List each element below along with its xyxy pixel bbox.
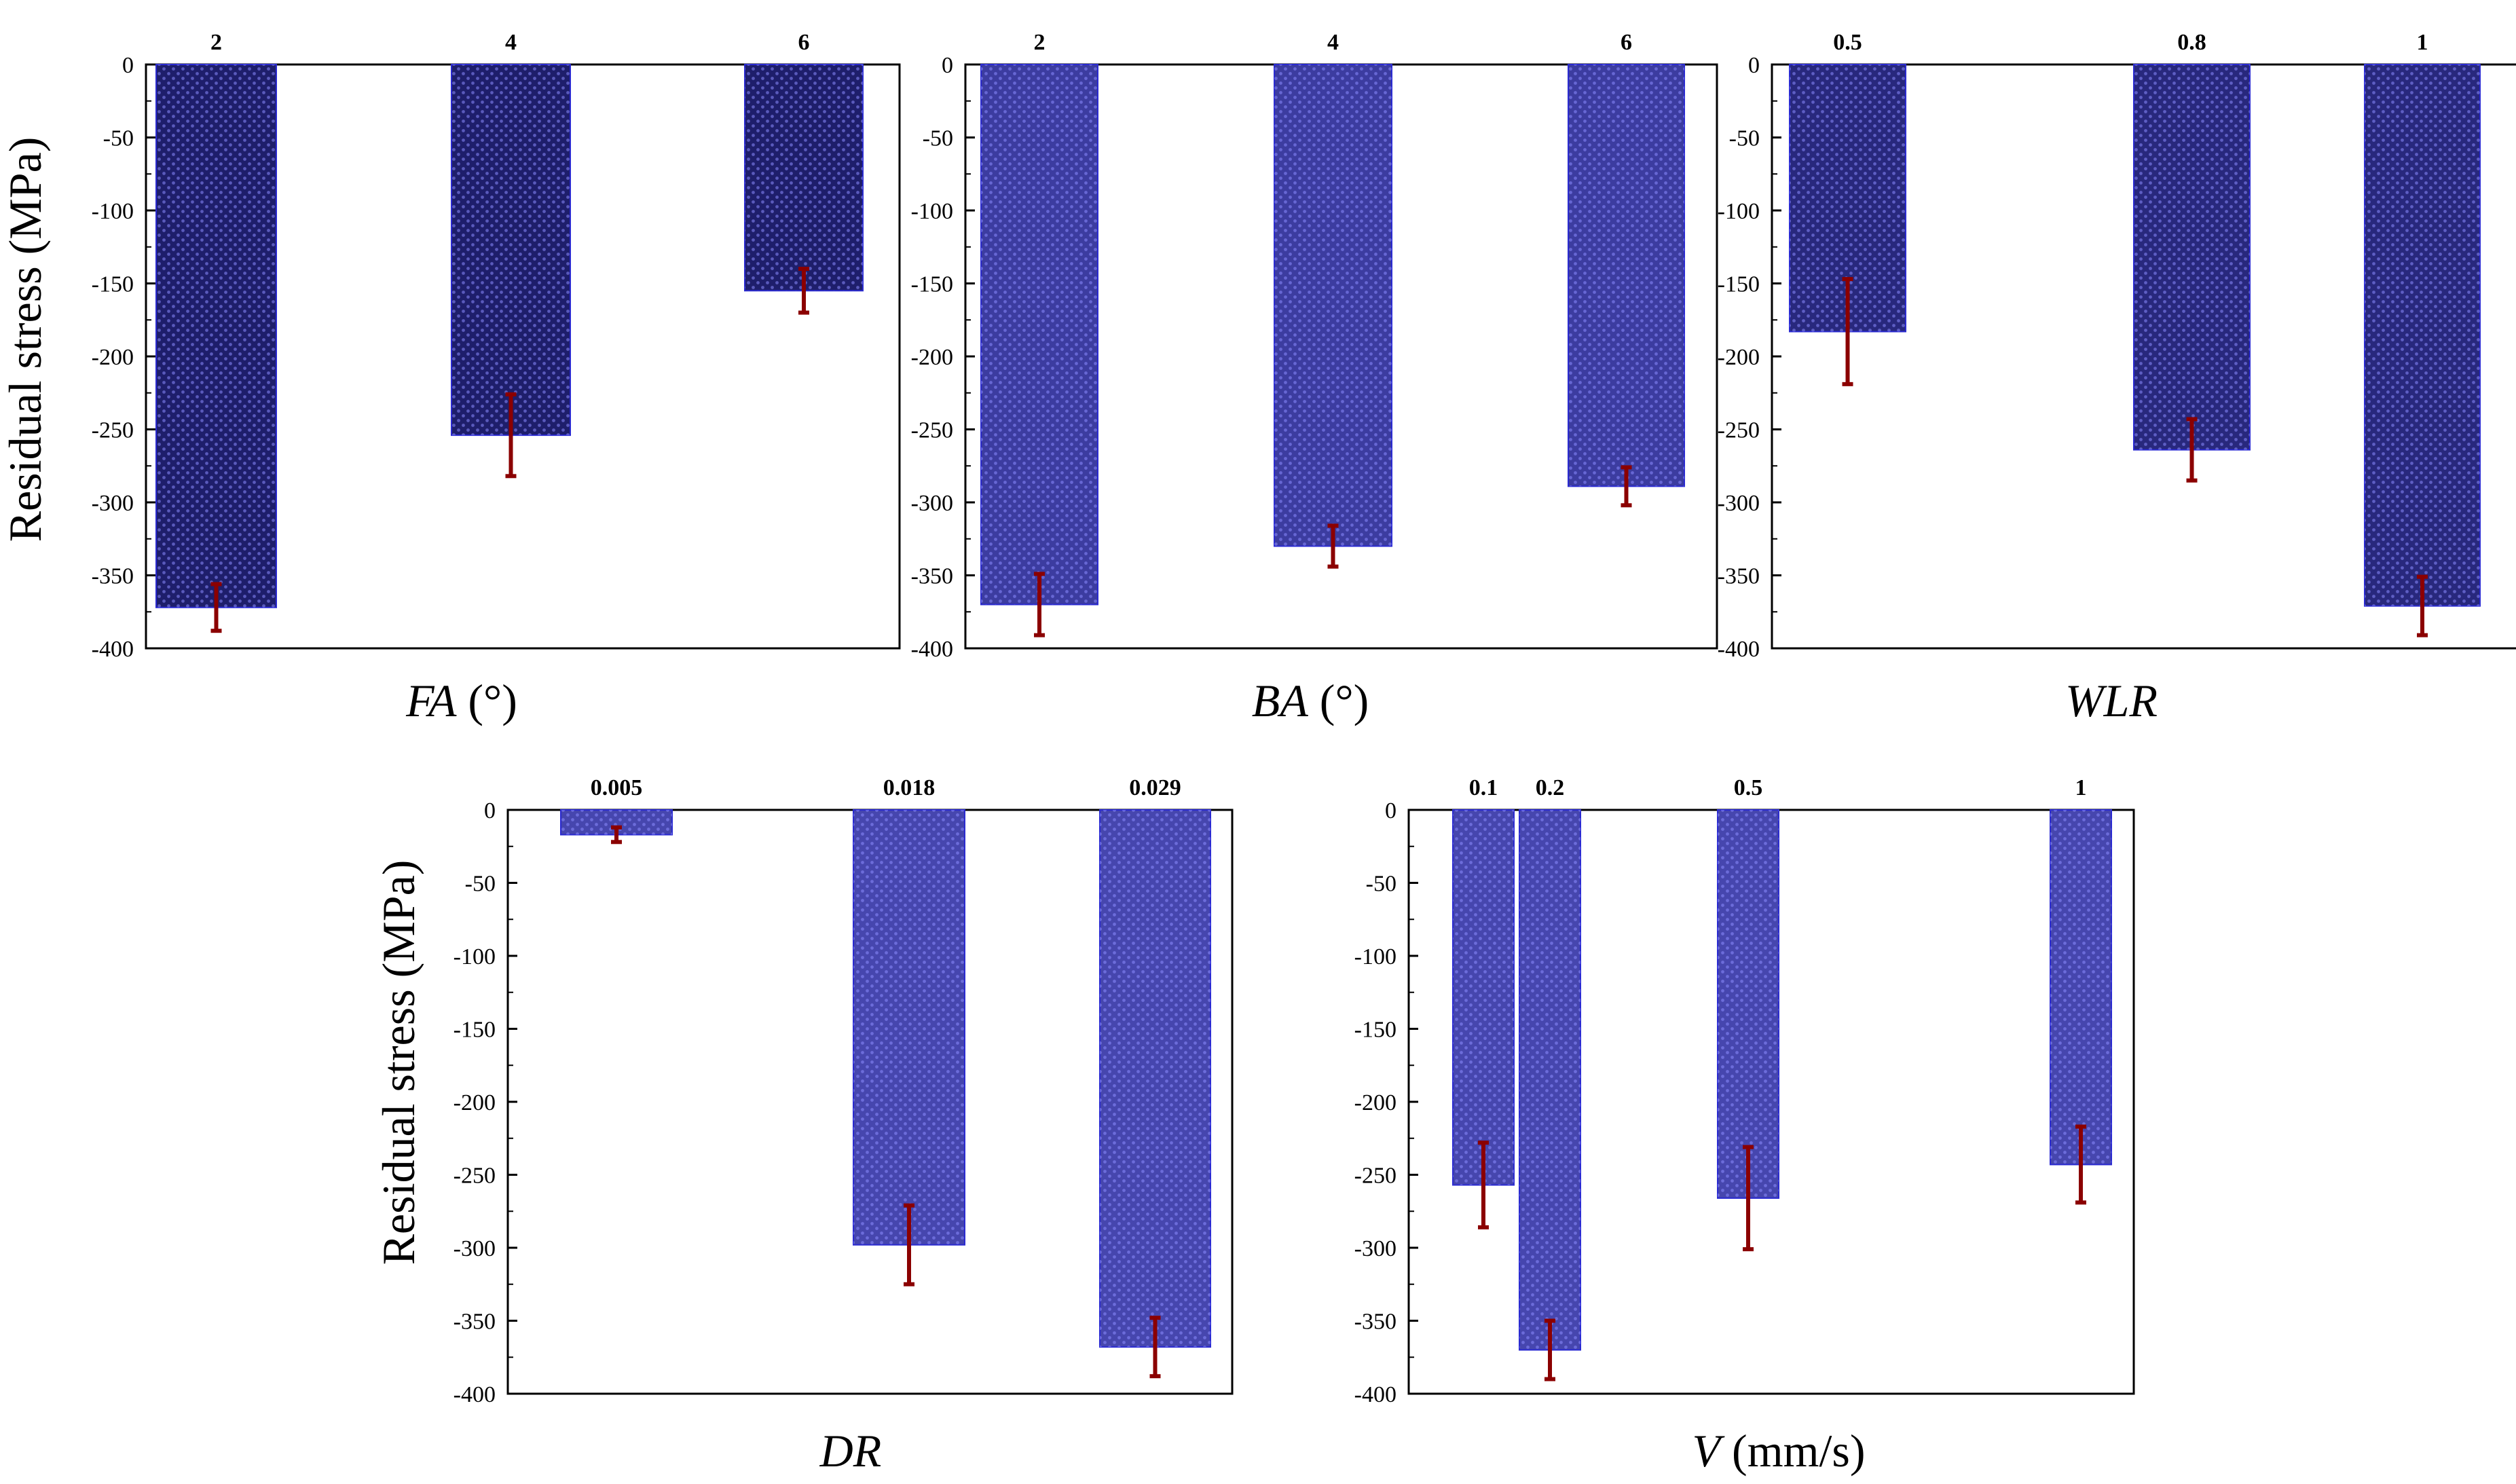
bar-pattern (745, 64, 863, 291)
y-tick-label: 0 (122, 53, 134, 78)
category-label: 0.5 (1734, 775, 1763, 800)
y-tick-label: -100 (454, 944, 496, 969)
y-tick-label: -350 (1718, 564, 1760, 589)
category-label: 4 (1327, 30, 1339, 55)
chart-panel-1: 0 -50 -100 -150 -200 -250 -300 -350 -400 2 4 6 FA (°… (0, 30, 901, 726)
x-axis-symbol: FA (405, 675, 457, 726)
category-label: 1 (2075, 775, 2087, 800)
bar-pattern (1568, 64, 1684, 487)
y-tick-label: -400 (1718, 637, 1760, 662)
bar-pattern (981, 64, 1098, 605)
category-label: 6 (798, 30, 810, 55)
bar-pattern (156, 64, 276, 608)
category-label: 6 (1621, 30, 1632, 55)
y-axis-label: Residual stress (MPa) (373, 860, 424, 1265)
y-tick-label: -50 (1366, 872, 1396, 897)
y-tick-label: -150 (1354, 1018, 1396, 1043)
y-tick-label: -100 (1354, 944, 1396, 969)
y-tick-label: -350 (911, 564, 953, 589)
x-axis-label: WLR (2065, 675, 2158, 726)
y-tick-label: -150 (454, 1018, 496, 1043)
y-tick-label: -200 (1718, 345, 1760, 370)
x-axis-label: FA (°) (405, 675, 517, 726)
x-axis-symbol: V (1692, 1425, 1726, 1477)
y-tick-label: -300 (454, 1236, 496, 1261)
y-tick-label: -300 (1354, 1236, 1396, 1261)
y-tick-label: -250 (1718, 418, 1760, 443)
chart-panel-2: 0 -50 -100 -150 -200 -250 -300 -350 -400 2 4 6 BA (°… (911, 30, 1718, 726)
y-tick-label: -50 (923, 126, 953, 151)
y-tick-label: -150 (92, 272, 134, 297)
category-label: 0.005 (591, 775, 643, 800)
bar-pattern (2050, 810, 2111, 1165)
chart-panel-4: 0 -50 -100 -150 -200 -250 -300 -350 -400 0.005 0.0… (373, 775, 1234, 1477)
bar-pattern (1519, 810, 1580, 1350)
bar-pattern (2365, 64, 2480, 606)
category-label: 0.1 (1469, 775, 1498, 800)
y-tick-label: 0 (942, 53, 953, 78)
x-axis-symbol: WLR (2065, 675, 2158, 726)
y-tick-label: -400 (911, 637, 953, 662)
y-tick-label: -100 (911, 199, 953, 224)
y-tick-label: -350 (1354, 1310, 1396, 1335)
bar-pattern (1100, 810, 1210, 1348)
bar-pattern (853, 810, 965, 1245)
bar-pattern (1274, 64, 1392, 546)
x-axis-label: BA (°) (1252, 675, 1369, 726)
y-tick-label: -150 (1718, 272, 1760, 297)
y-tick-label: -350 (92, 564, 134, 589)
y-tick-label: -50 (1729, 126, 1760, 151)
y-tick-label: -200 (92, 345, 134, 370)
y-tick-label: -250 (911, 418, 953, 443)
y-tick-label: -200 (454, 1090, 496, 1115)
y-tick-label: -250 (92, 418, 134, 443)
bar-pattern (1453, 810, 1514, 1185)
y-tick-label: -400 (454, 1382, 496, 1407)
y-tick-label: -200 (1354, 1090, 1396, 1115)
category-label: 2 (210, 30, 222, 55)
y-tick-label: -300 (1718, 491, 1760, 516)
y-tick-label: -350 (454, 1310, 496, 1335)
category-label: 4 (505, 30, 517, 55)
y-tick-label: -100 (92, 199, 134, 224)
category-label: 0.029 (1129, 775, 1181, 800)
y-tick-label: -50 (465, 872, 496, 897)
x-axis-symbol: DR (819, 1425, 882, 1477)
y-tick-label: -50 (103, 126, 134, 151)
y-tick-label: -300 (92, 491, 134, 516)
x-axis-label: DR (819, 1425, 882, 1477)
chart-panel-3: 0 -50 -100 -150 -200 -250 -300 -350 -400 0.5 0.8 1 W… (1718, 30, 2516, 726)
y-axis-label: Residual stress (MPa) (0, 137, 51, 542)
y-tick-label: 0 (484, 798, 496, 823)
category-label: 0.8 (2177, 30, 2206, 55)
x-axis-unit: (mm/s) (1720, 1425, 1865, 1477)
y-tick-label: 0 (1385, 798, 1396, 823)
category-label: 0.2 (1536, 775, 1565, 800)
category-label: 2 (1034, 30, 1046, 55)
category-label: 1 (2417, 30, 2428, 55)
x-axis-unit: (°) (1308, 675, 1369, 726)
x-axis-unit: (°) (456, 675, 517, 726)
bar-pattern (451, 64, 570, 436)
y-tick-label: -400 (1354, 1382, 1396, 1407)
category-label: 0.5 (1833, 30, 1862, 55)
y-tick-label: -250 (1354, 1164, 1396, 1189)
bar-pattern (1718, 810, 1779, 1198)
y-tick-label: -150 (911, 272, 953, 297)
x-axis-label: V (mm/s) (1692, 1425, 1866, 1477)
category-label: 0.018 (883, 775, 936, 800)
y-tick-label: -200 (911, 345, 953, 370)
y-tick-label: 0 (1748, 53, 1760, 78)
y-tick-label: -400 (92, 637, 134, 662)
x-axis-symbol: BA (1252, 675, 1309, 726)
y-tick-label: -100 (1718, 199, 1760, 224)
y-tick-label: -250 (454, 1164, 496, 1189)
chart-panel-5: 0 -50 -100 -150 -200 -250 -300 -350 -400 0.1 0.2 0.… (1354, 775, 2135, 1477)
bar-pattern (2134, 64, 2250, 450)
y-tick-label: -300 (911, 491, 953, 516)
